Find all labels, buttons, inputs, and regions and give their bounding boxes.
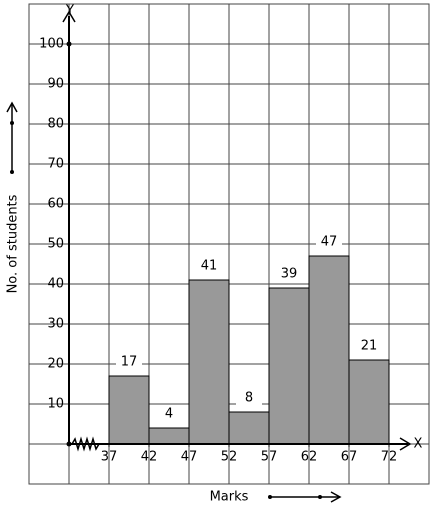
marks: 17 4 41 8 39 47 21: [108, 233, 390, 445]
value-label: 21: [361, 339, 378, 354]
x-tick-label: 47: [181, 450, 198, 465]
x-tick-label: 72: [381, 450, 398, 465]
label-bg: [356, 337, 382, 355]
y-tick-label: 60: [47, 197, 64, 212]
bar: [268, 287, 310, 445]
value-label: 4: [165, 407, 173, 422]
y-tick-label: 10: [47, 397, 64, 412]
x-tick-label: 62: [301, 450, 318, 465]
label-bg: [276, 265, 302, 283]
x-axis-label: Marks: [210, 490, 249, 505]
x-axis-name: X: [414, 437, 423, 452]
bar: [348, 359, 390, 445]
label-bg: [156, 405, 182, 423]
y-tick-label: 70: [47, 157, 64, 172]
bar: [188, 279, 230, 445]
value-label: 41: [201, 259, 218, 274]
y-tick-label: 30: [47, 317, 64, 332]
y-label-arrow: [6, 101, 18, 174]
label-bg: [316, 233, 342, 251]
x-tick-label: 37: [101, 450, 118, 465]
label-bg: [236, 389, 262, 407]
y-tick-label: 80: [47, 117, 64, 132]
label-bg: [116, 353, 142, 371]
value-label: 39: [281, 267, 298, 282]
y-axis-label: No. of students: [6, 194, 21, 293]
value-label: 8: [245, 391, 253, 406]
y-tick-label: 100: [39, 37, 64, 52]
y-axis-name: Y: [65, 4, 74, 19]
x-tick-label: 52: [221, 450, 238, 465]
y-tick-label: 20: [47, 357, 64, 372]
bar: [148, 427, 190, 445]
bar: [308, 255, 350, 445]
label-bg: [196, 257, 222, 275]
bar: [228, 411, 270, 445]
x-label-arrow: [268, 491, 342, 503]
value-label: 17: [121, 355, 138, 370]
axis-break: [71, 436, 100, 452]
y-tick-label: 90: [47, 77, 64, 92]
origin-dot: [66, 441, 72, 447]
y-arrow: [62, 10, 76, 23]
x-tick-label: 42: [141, 450, 158, 465]
x-tick-label: 67: [341, 450, 358, 465]
bar: [108, 375, 150, 445]
value-label: 47: [321, 235, 338, 250]
x-tick-label: 57: [261, 450, 278, 465]
y-tick-label: 50: [47, 237, 64, 252]
x-arrow: [399, 437, 412, 451]
y-tick-label: 40: [47, 277, 64, 292]
axis-dot: [66, 41, 72, 47]
